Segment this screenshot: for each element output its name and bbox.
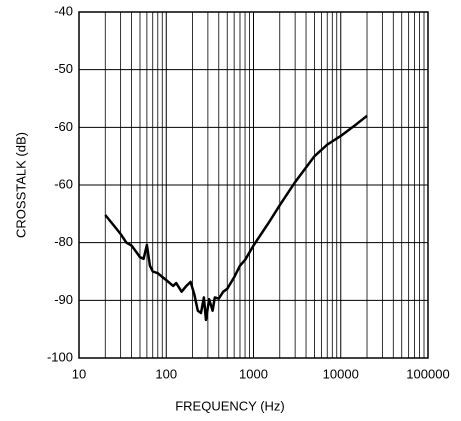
data-line [104, 114, 368, 322]
y-tick-label: -40 [54, 3, 73, 18]
x-axis-label: FREQUENCY (Hz) [175, 398, 285, 413]
x-tick-label: 10 [72, 366, 86, 381]
x-tick-label: 100 [155, 366, 177, 381]
x-tick-label: 100000 [406, 366, 449, 381]
y-tick-label: -80 [54, 234, 73, 249]
x-tick-label: 1000 [239, 366, 268, 381]
y-tick-label: -50 [54, 61, 73, 76]
y-tick-label: -100 [47, 349, 73, 364]
x-tick-label: 10000 [323, 366, 359, 381]
y-tick-label: -60 [54, 119, 73, 134]
y-tick-label: -60 [54, 176, 73, 191]
y-axis-label: CROSSTALK (dB) [13, 132, 28, 238]
y-tick-label: -90 [54, 292, 73, 307]
plot-frame [78, 11, 429, 359]
